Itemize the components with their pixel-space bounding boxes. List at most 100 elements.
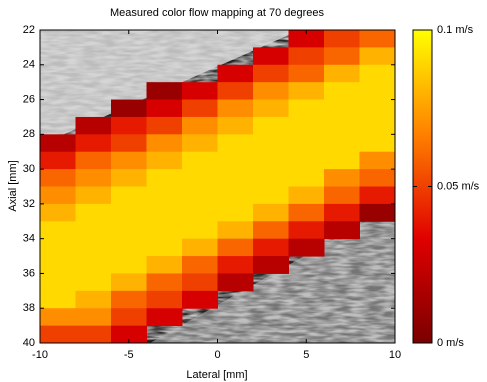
heatmap-cell bbox=[182, 221, 218, 239]
y-tick-label: 36 bbox=[23, 267, 35, 279]
heatmap-cell bbox=[324, 30, 360, 48]
heatmap-cell bbox=[76, 187, 112, 205]
colorbar-tick-label: 0.05 m/s bbox=[437, 180, 480, 192]
heatmap-cell bbox=[218, 82, 254, 100]
heatmap-cell bbox=[218, 187, 254, 205]
heatmap-cell bbox=[40, 204, 76, 222]
heatmap-cell bbox=[218, 100, 254, 118]
heatmap-cell bbox=[253, 82, 289, 100]
heatmap-cell bbox=[76, 221, 112, 239]
heatmap-cell bbox=[76, 117, 112, 135]
heatmap-cell bbox=[40, 152, 76, 170]
heatmap-cell bbox=[324, 117, 360, 135]
heatmap-cell bbox=[40, 291, 76, 309]
heatmap-cell bbox=[40, 273, 76, 291]
heatmap-cell bbox=[253, 47, 289, 65]
heatmap-cell bbox=[147, 100, 183, 118]
y-tick-label: 24 bbox=[23, 59, 35, 71]
heatmap-cell bbox=[111, 100, 147, 118]
heatmap-cell bbox=[40, 221, 76, 239]
heatmap-cell bbox=[147, 221, 183, 239]
heatmap-cell bbox=[289, 204, 325, 222]
heatmap-cell bbox=[218, 134, 254, 152]
chart: Measured color flow mapping at 70 degree… bbox=[0, 0, 487, 382]
heatmap-cell bbox=[182, 117, 218, 135]
heatmap-cell bbox=[253, 239, 289, 257]
heatmap-cell bbox=[76, 239, 112, 257]
heatmap-cell bbox=[218, 117, 254, 135]
heatmap-cell bbox=[360, 204, 396, 222]
heatmap-cell bbox=[324, 204, 360, 222]
heatmap-cell bbox=[111, 239, 147, 257]
heatmap-cell bbox=[76, 256, 112, 274]
heatmap-cell bbox=[40, 134, 76, 152]
heatmap-cell bbox=[324, 100, 360, 118]
heatmap-cell bbox=[324, 169, 360, 187]
heatmap-cell bbox=[289, 134, 325, 152]
heatmap-cell bbox=[289, 239, 325, 257]
x-axis-label: Lateral [mm] bbox=[186, 369, 247, 381]
heatmap-cell bbox=[40, 239, 76, 257]
heatmap-cell bbox=[76, 273, 112, 291]
heatmap-cell bbox=[253, 221, 289, 239]
heatmap-cell bbox=[253, 204, 289, 222]
y-tick-label: 26 bbox=[23, 93, 35, 105]
heatmap-cell bbox=[182, 187, 218, 205]
heatmap-cell bbox=[253, 169, 289, 187]
heatmap-cell bbox=[360, 187, 396, 205]
heatmap-cell bbox=[289, 152, 325, 170]
heatmap-cell bbox=[324, 82, 360, 100]
heatmap-cell bbox=[289, 187, 325, 205]
y-tick-label: 40 bbox=[23, 337, 35, 349]
heatmap-cell bbox=[324, 187, 360, 205]
heatmap-cell bbox=[289, 65, 325, 83]
heatmap-cell bbox=[40, 256, 76, 274]
heatmap-cell bbox=[253, 117, 289, 135]
heatmap-cell bbox=[111, 117, 147, 135]
heatmap-cell bbox=[111, 308, 147, 326]
heatmap-cell bbox=[147, 291, 183, 309]
heatmap-cell bbox=[111, 169, 147, 187]
y-axis-label: Axial [mm] bbox=[7, 160, 19, 211]
heatmap-cell bbox=[111, 187, 147, 205]
heatmap-cell bbox=[360, 47, 396, 65]
heatmap-cell bbox=[360, 100, 396, 118]
heatmap-cell bbox=[147, 273, 183, 291]
heatmap-cell bbox=[218, 221, 254, 239]
heatmap-cell bbox=[182, 291, 218, 309]
heatmap-cell bbox=[76, 308, 112, 326]
heatmap-cell bbox=[218, 239, 254, 257]
heatmap-cell bbox=[324, 152, 360, 170]
heatmap-cell bbox=[111, 204, 147, 222]
y-tick-label: 32 bbox=[23, 198, 35, 210]
heatmap-cell bbox=[253, 100, 289, 118]
heatmap-cell bbox=[289, 169, 325, 187]
y-tick-label: 22 bbox=[23, 24, 35, 36]
heatmap-cell bbox=[40, 187, 76, 205]
heatmap-cell bbox=[182, 152, 218, 170]
heatmap-cell bbox=[360, 169, 396, 187]
heatmap-cell bbox=[218, 256, 254, 274]
colorbar-tick-label: 0 m/s bbox=[437, 337, 464, 349]
heatmap-cell bbox=[360, 82, 396, 100]
heatmap-cell bbox=[111, 134, 147, 152]
y-tick-label: 38 bbox=[23, 302, 35, 314]
heatmap-cell bbox=[289, 221, 325, 239]
heatmap-cell bbox=[360, 65, 396, 83]
heatmap-cell bbox=[111, 291, 147, 309]
heatmap-cell bbox=[111, 221, 147, 239]
heatmap-cell bbox=[76, 291, 112, 309]
heatmap-cell bbox=[147, 256, 183, 274]
heatmap-cell bbox=[147, 204, 183, 222]
heatmap-cell bbox=[182, 134, 218, 152]
x-tick-label: -10 bbox=[32, 349, 48, 361]
heatmap-cell bbox=[40, 308, 76, 326]
heatmap-cell bbox=[324, 221, 360, 239]
heatmap-cell bbox=[218, 65, 254, 83]
heatmap-cell bbox=[147, 117, 183, 135]
heatmap-cell bbox=[40, 169, 76, 187]
heatmap-cell bbox=[147, 308, 183, 326]
heatmap-cell bbox=[289, 47, 325, 65]
heatmap-cell bbox=[360, 134, 396, 152]
heatmap-cell bbox=[111, 273, 147, 291]
